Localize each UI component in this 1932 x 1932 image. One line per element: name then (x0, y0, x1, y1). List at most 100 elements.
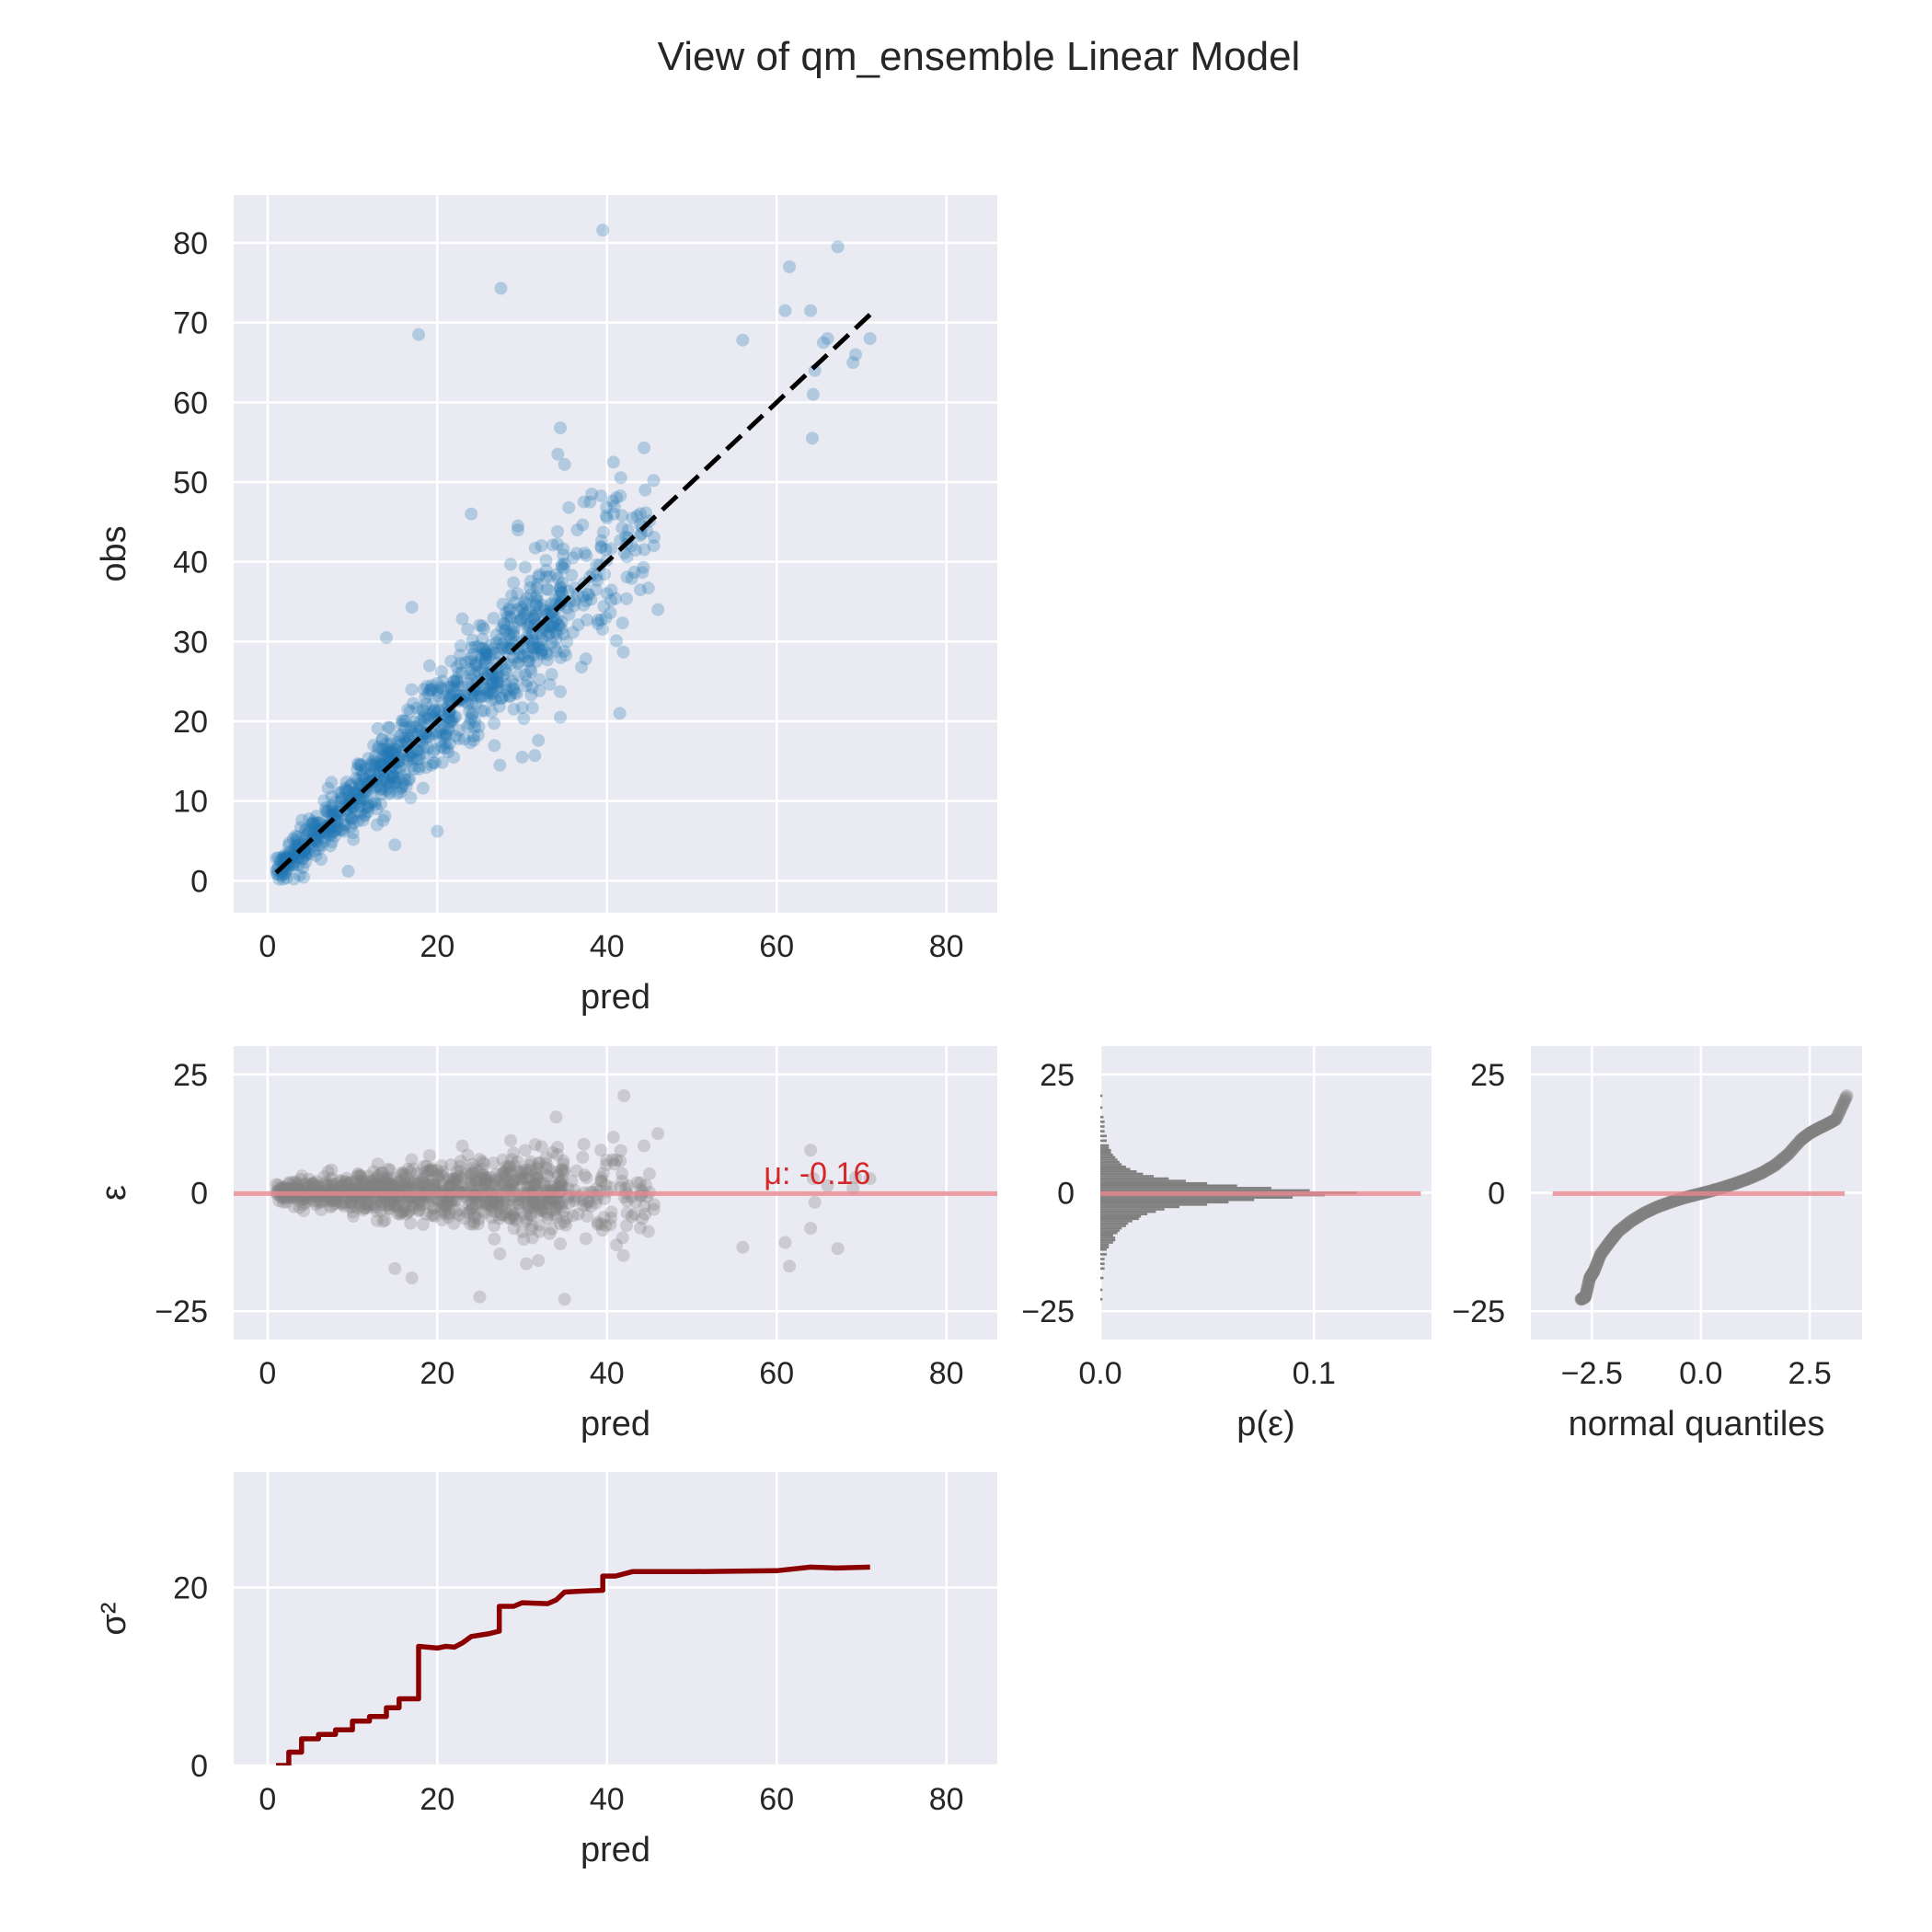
qq-point (1822, 1116, 1835, 1130)
scatter-point (439, 729, 453, 742)
residual-point (439, 1198, 453, 1212)
scatter-point (554, 650, 568, 664)
scatter-point (405, 759, 419, 773)
scatter-point (317, 834, 331, 848)
scatter-point (293, 821, 307, 834)
residual-point (339, 1171, 353, 1185)
scatter-point (332, 786, 346, 799)
qq-point (1657, 1198, 1671, 1212)
scatter-point (319, 804, 333, 818)
scatter-point (523, 581, 537, 594)
residual-point (362, 1169, 375, 1183)
scatter-point (476, 619, 489, 633)
residual-point (291, 1177, 305, 1190)
scatter-point (496, 638, 510, 651)
qq-point (1804, 1126, 1818, 1140)
scatter-point (439, 729, 453, 742)
qq-point (1807, 1124, 1821, 1138)
scatter-point (394, 785, 408, 799)
scatter-point (558, 558, 571, 571)
scatter-point (641, 581, 655, 595)
residual-point (443, 1179, 456, 1192)
qq-point (1575, 1292, 1589, 1305)
qq-point (1652, 1200, 1666, 1213)
residual-point (511, 1193, 524, 1207)
scatter-point (627, 565, 641, 579)
residual-point (434, 1167, 448, 1181)
qq-point (1803, 1126, 1817, 1140)
qq-point (1594, 1247, 1608, 1260)
residual-point (387, 1195, 401, 1209)
scatter-point (492, 699, 506, 713)
residual-point (557, 1204, 570, 1218)
residual-point (504, 1166, 518, 1179)
scatter-point (582, 588, 596, 602)
residual-point (520, 1163, 534, 1177)
residual-point (339, 1196, 352, 1210)
scatter-point (380, 631, 393, 644)
qq-point (1638, 1206, 1651, 1220)
residual-point (377, 1181, 391, 1195)
residual-point (362, 1179, 376, 1193)
scatter-point (401, 729, 415, 742)
scatter-point (597, 599, 611, 613)
histogram-bar (1100, 1134, 1107, 1138)
scatter-point (301, 826, 315, 840)
scatter-point (488, 717, 501, 730)
residual-point (636, 1212, 650, 1225)
qq-point (1747, 1169, 1761, 1183)
scatter-point (524, 588, 538, 602)
residual-point (334, 1175, 348, 1189)
residual-point (366, 1174, 380, 1188)
histogram-bar (1100, 1170, 1137, 1173)
residual-point (525, 1231, 539, 1245)
scatter-point (422, 707, 436, 721)
scatter-point (576, 518, 590, 532)
residual-point (359, 1201, 373, 1214)
residual-point (447, 1216, 461, 1230)
scatter-point (594, 541, 608, 555)
residual-point (551, 1140, 565, 1154)
qq-point (1582, 1272, 1596, 1286)
histogram-bar (1100, 1241, 1113, 1244)
qq-point (1806, 1124, 1820, 1138)
residual-point (427, 1178, 441, 1191)
residual-point (518, 1164, 532, 1178)
qq-point (1795, 1132, 1809, 1145)
scatter-point (312, 843, 326, 857)
scatter-point (413, 753, 427, 766)
scatter-point (558, 457, 571, 471)
scatter-point (424, 683, 438, 696)
scatter-point (370, 755, 384, 769)
residual-point (581, 1209, 594, 1223)
residual-point (277, 1180, 291, 1194)
scatter-point (410, 743, 424, 757)
residual-point (571, 1207, 585, 1221)
histogram-bar (1100, 1139, 1107, 1143)
qq-point (1624, 1215, 1638, 1229)
residual-point (376, 1177, 390, 1190)
residual-point (475, 1173, 489, 1187)
residual-point (466, 1157, 479, 1171)
scatter-point (505, 674, 519, 688)
scatter-point (540, 624, 554, 638)
scatter-point (449, 730, 463, 743)
qq-point (1770, 1157, 1784, 1171)
qq-point (1797, 1132, 1811, 1145)
qq-point (1739, 1173, 1753, 1187)
scatter-point (530, 654, 544, 668)
residual-point (464, 1174, 477, 1188)
residual-point (532, 1156, 546, 1170)
residual-point (481, 1197, 495, 1211)
scatter-point (514, 601, 528, 615)
residual-point (543, 1163, 557, 1177)
scatter-point (548, 615, 562, 628)
histogram-bar (1100, 1177, 1169, 1180)
scatter-point (471, 639, 485, 653)
qq-point (1718, 1180, 1731, 1194)
residual-point (498, 1166, 512, 1179)
residual-point (614, 1180, 627, 1194)
qq-point (1835, 1098, 1849, 1111)
residual-point (506, 1209, 520, 1223)
